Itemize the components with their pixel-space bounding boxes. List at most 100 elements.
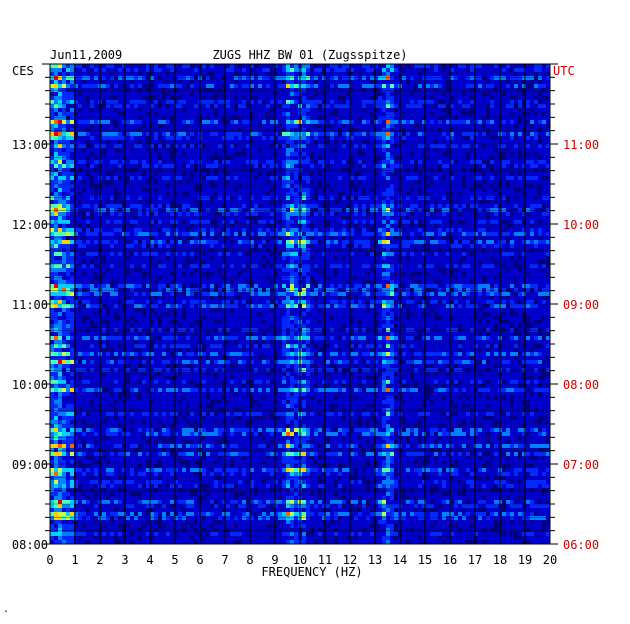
- spectrogram-cell: [142, 212, 146, 217]
- spectrogram-cell: [518, 184, 522, 189]
- spectrogram-cell: [290, 72, 294, 77]
- spectrogram-cell: [306, 92, 310, 97]
- spectrogram-cell: [518, 64, 522, 69]
- spectrogram-cell: [466, 156, 470, 161]
- spectrogram-cell: [194, 188, 198, 193]
- spectrogram-cell: [170, 184, 174, 189]
- spectrogram-cell: [86, 104, 90, 109]
- spectrogram-cell: [126, 80, 130, 85]
- spectrogram-cell: [186, 128, 190, 133]
- spectrogram-cell: [346, 124, 350, 129]
- spectrogram-cell: [330, 188, 334, 193]
- spectrogram-cell: [422, 148, 426, 153]
- spectrogram-cell: [366, 196, 370, 201]
- spectrogram-cell: [118, 64, 122, 69]
- spectrogram-cell: [306, 220, 310, 225]
- spectrogram-cell: [54, 100, 58, 105]
- spectrogram-cell: [62, 220, 66, 225]
- spectrogram-cell: [538, 148, 542, 153]
- spectrogram-cell: [230, 132, 234, 137]
- spectrogram-cell: [426, 160, 430, 165]
- spectrogram-cell: [438, 180, 442, 185]
- spectrogram-cell: [402, 164, 406, 169]
- spectrogram-cell: [470, 216, 474, 221]
- spectrogram-cell: [526, 136, 530, 141]
- spectrogram-cell: [418, 212, 422, 217]
- spectrogram-cell: [158, 168, 162, 173]
- spectrogram-cell: [82, 216, 86, 221]
- spectrogram-cell: [266, 180, 270, 185]
- spectrogram-cell: [106, 136, 110, 141]
- spectrogram-cell: [90, 112, 94, 117]
- spectrogram-cell: [74, 108, 78, 113]
- spectrogram-cell: [186, 116, 190, 121]
- spectrogram-cell: [58, 216, 62, 221]
- spectrogram-cell: [110, 164, 114, 169]
- spectrogram-cell: [490, 140, 494, 145]
- spectrogram-cell: [402, 136, 406, 141]
- spectrogram-cell: [166, 76, 170, 81]
- spectrogram-cell: [546, 124, 550, 129]
- spectrogram-cell: [178, 172, 182, 177]
- spectrogram-cell: [218, 168, 222, 173]
- spectrogram-cell: [386, 204, 390, 209]
- spectrogram-cell: [70, 208, 74, 213]
- spectrogram-cell: [322, 144, 326, 149]
- spectrogram-cell: [266, 64, 270, 69]
- spectrogram-cell: [82, 76, 86, 81]
- spectrogram-cell: [322, 220, 326, 225]
- spectrogram-cell: [450, 120, 454, 125]
- spectrogram-cell: [270, 212, 274, 217]
- spectrogram-cell: [110, 64, 114, 69]
- spectrogram-cell: [126, 68, 130, 73]
- spectrogram-cell: [142, 172, 146, 177]
- spectrogram-cell: [258, 212, 262, 217]
- spectrogram-cell: [290, 116, 294, 121]
- spectrogram-cell: [326, 172, 330, 177]
- spectrogram-cell: [402, 64, 406, 69]
- spectrogram-cell: [318, 100, 322, 105]
- spectrogram-cell: [362, 68, 366, 73]
- spectrogram-cell: [218, 68, 222, 73]
- spectrogram-cell: [54, 80, 58, 85]
- spectrogram-cell: [238, 200, 242, 205]
- spectrogram-cell: [438, 120, 442, 125]
- spectrogram-cell: [394, 112, 398, 117]
- spectrogram-cell: [310, 176, 314, 181]
- spectrogram-cell: [462, 100, 466, 105]
- spectrogram-cell: [390, 76, 394, 81]
- spectrogram-cell: [118, 124, 122, 129]
- spectrogram-cell: [262, 120, 266, 125]
- spectrogram-cell: [378, 120, 382, 125]
- spectrogram-cell: [138, 136, 142, 141]
- spectrogram-cell: [130, 76, 134, 81]
- spectrogram-cell: [230, 72, 234, 77]
- spectrogram-cell: [202, 112, 206, 117]
- spectrogram-cell: [418, 84, 422, 89]
- spectrogram-cell: [74, 176, 78, 181]
- spectrogram-cell: [74, 128, 78, 133]
- spectrogram-cell: [170, 188, 174, 193]
- spectrogram-cell: [426, 84, 430, 89]
- spectrogram-cell: [450, 116, 454, 121]
- spectrogram-cell: [318, 68, 322, 73]
- spectrogram-cell: [418, 168, 422, 173]
- spectrogram-cell: [266, 188, 270, 193]
- spectrogram-cell: [114, 96, 118, 101]
- spectrogram-cell: [274, 156, 278, 161]
- spectrogram-cell: [490, 180, 494, 185]
- spectrogram-cell: [510, 120, 514, 125]
- spectrogram-cell: [426, 188, 430, 193]
- spectrogram-cell: [302, 144, 306, 149]
- spectrogram-cell: [158, 80, 162, 85]
- spectrogram-cell: [418, 136, 422, 141]
- spectrogram-cell: [318, 80, 322, 85]
- spectrogram-cell: [406, 168, 410, 173]
- spectrogram-cell: [354, 144, 358, 149]
- spectrogram-cell: [110, 136, 114, 141]
- spectrogram-cell: [366, 128, 370, 133]
- spectrogram-cell: [414, 84, 418, 89]
- spectrogram-cell: [310, 200, 314, 205]
- spectrogram-cell: [186, 132, 190, 137]
- spectrogram-cell: [510, 208, 514, 213]
